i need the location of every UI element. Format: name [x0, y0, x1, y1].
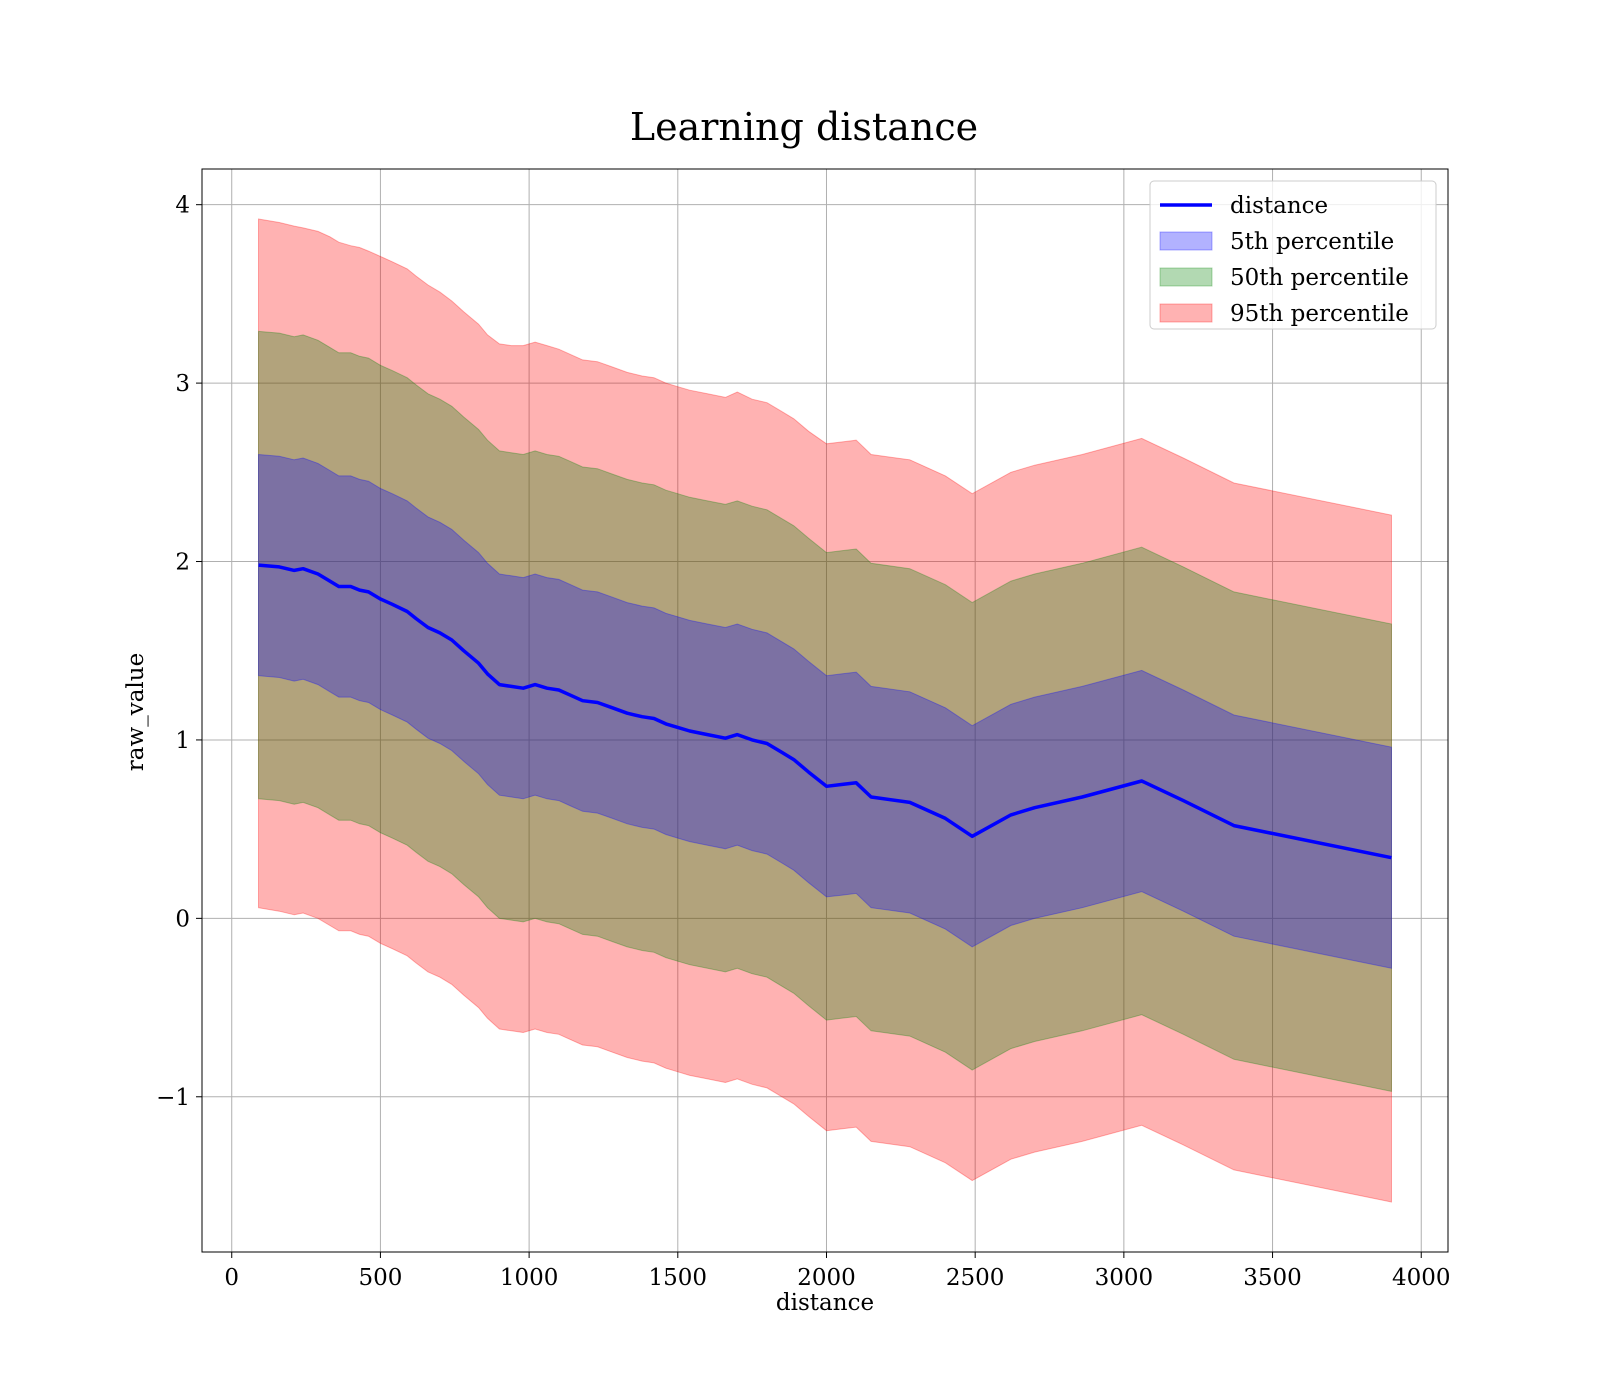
y-tick-label: 3	[175, 371, 190, 397]
legend-swatch-patch	[1159, 303, 1213, 323]
x-tick-label: 2500	[946, 1265, 1005, 1291]
band-5th-percentile	[258, 453, 1392, 969]
y-tick-label: −1	[156, 1085, 190, 1111]
legend-label: 50th percentile	[1230, 265, 1409, 291]
grid	[202, 169, 1448, 1252]
y-tick-label: 2	[175, 550, 190, 576]
x-tick-label: 3000	[1095, 1265, 1154, 1291]
x-tick-label: 1000	[500, 1265, 559, 1291]
x-tick-label: 1500	[649, 1265, 708, 1291]
x-tick-label: 4000	[1392, 1265, 1451, 1291]
y-axis: −1 0 1 2 3 4	[156, 193, 202, 1111]
x-axis-label: distance	[776, 1290, 874, 1316]
legend-box	[1149, 180, 1437, 330]
band-50th-percentile	[258, 330, 1392, 1093]
legend-label: distance	[1230, 193, 1328, 219]
x-tick-label: 0	[224, 1265, 239, 1291]
x-tick-label: 3500	[1243, 1265, 1302, 1291]
x-tick-label: 2000	[797, 1265, 856, 1291]
legend: distance 5th percentile 50th percentile 95t…	[1149, 180, 1437, 330]
series-lines	[258, 563, 1392, 860]
band-95th-percentile	[258, 218, 1392, 1203]
legend-swatch-patch	[1159, 231, 1213, 251]
legend-label: 5th percentile	[1230, 229, 1394, 255]
x-tick-label: 500	[358, 1265, 402, 1291]
y-axis-label: raw_value	[123, 653, 149, 771]
x-axis: 0 500 1000 1500 2000 2500 3000 3500 4000	[224, 1252, 1451, 1291]
series-line-distance	[258, 563, 1392, 860]
legend-label: 95th percentile	[1230, 301, 1409, 327]
y-tick-label: 1	[175, 728, 190, 754]
legend-swatch-patch	[1159, 267, 1213, 287]
y-tick-label: 0	[175, 906, 190, 932]
plot-frame	[201, 168, 1449, 1253]
y-tick-label: 4	[175, 193, 190, 219]
percentile-bands	[258, 218, 1392, 1203]
chart-title: Learning distance	[630, 105, 978, 149]
